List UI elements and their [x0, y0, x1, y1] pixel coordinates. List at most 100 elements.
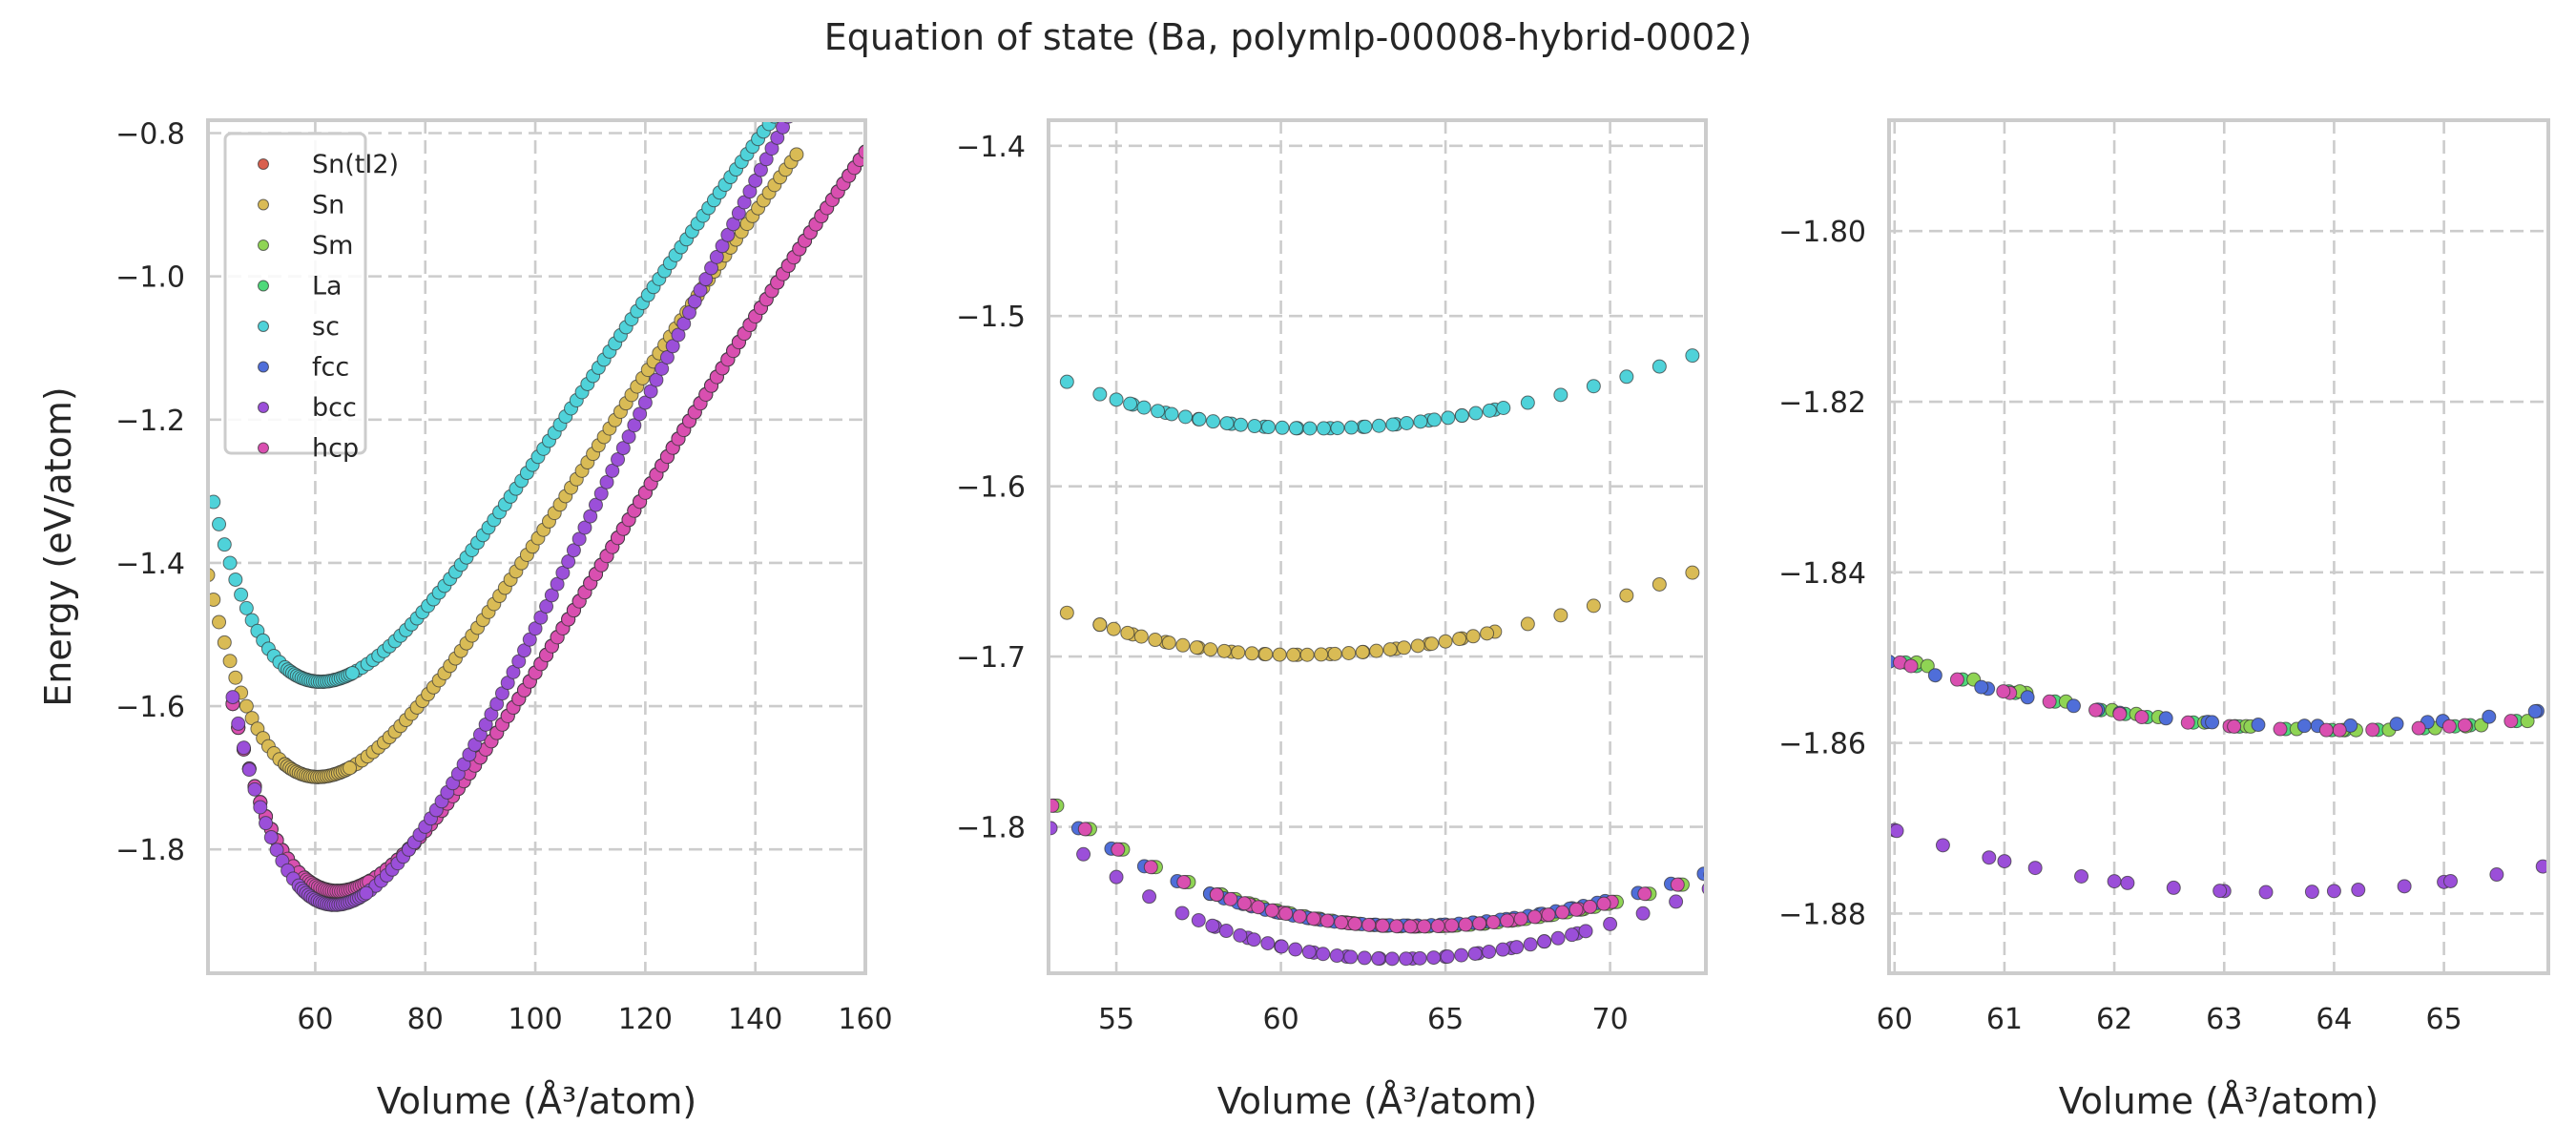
point-bcc: [2107, 874, 2122, 889]
point-fcc: [1790, 622, 1803, 635]
point-hcp: [1430, 919, 1445, 934]
point-bcc: [1935, 838, 1950, 853]
point-hcp: [1334, 915, 1349, 930]
point-hcp: [2550, 709, 2564, 722]
point-hcp: [2457, 718, 2472, 733]
y-tick-label: −1.0: [115, 261, 185, 295]
point-bcc: [627, 418, 642, 433]
point-bcc: [1440, 949, 1455, 965]
point-hcp: [1223, 891, 1238, 906]
point-fcc: [1730, 856, 1743, 869]
point-hcp: [1402, 919, 1418, 934]
scatter-points: [1778, 608, 2576, 900]
point-bcc: [593, 486, 609, 501]
point-sn: [1175, 637, 1191, 653]
x-tick-label: 64: [2316, 1003, 2352, 1036]
point-bcc: [793, 89, 806, 102]
point-fcc: [1927, 668, 1942, 683]
point-sn: [1520, 616, 1535, 632]
point-hcp: [1389, 919, 1404, 934]
point-fcc: [1871, 652, 1884, 665]
point-hcp: [2042, 694, 2057, 709]
legend-label: Sn: [312, 191, 344, 220]
point-sm: [1875, 644, 1888, 657]
point-hcp: [1417, 919, 1432, 934]
point-bcc: [799, 78, 812, 92]
x-tick-label: 60: [1877, 1003, 1913, 1036]
point-hcp: [1783, 615, 1797, 629]
point-sn: [1355, 644, 1370, 659]
point-sc: [784, 88, 798, 101]
legend-label: La: [312, 272, 343, 302]
point-bcc: [1384, 951, 1400, 967]
point-hcp: [1812, 627, 1825, 640]
y-tick-label: −1.84: [1778, 557, 1866, 591]
point-sc: [1302, 421, 1318, 436]
panel-3: 60 61 62 63 64 65 −1.80 −1.82 −1.84 −1.86 −1.88 Vol…: [1778, 118, 2576, 1122]
point-sc: [1275, 420, 1290, 435]
point-sc: [1178, 409, 1194, 425]
point-bcc: [2443, 873, 2459, 888]
point-bcc: [263, 830, 279, 845]
point-sn: [239, 698, 254, 714]
point-sn: [228, 670, 243, 685]
legend-marker: [258, 158, 269, 170]
point-bcc: [2397, 879, 2412, 894]
point-hcp: [1513, 911, 1528, 926]
legend-label: bcc: [312, 393, 357, 423]
point-bcc: [615, 441, 631, 456]
point-bcc: [1778, 781, 1792, 794]
point-sn: [1369, 643, 1384, 658]
point-sc: [1109, 392, 1124, 407]
point-fcc: [1696, 866, 1706, 882]
point-sc: [1586, 379, 1601, 394]
point-bcc: [555, 565, 571, 580]
point-sc: [1553, 387, 1568, 403]
point-hcp: [1670, 877, 1685, 892]
point-hcp: [1012, 772, 1026, 785]
point-bcc: [561, 554, 576, 570]
point-bcc: [643, 384, 658, 399]
point-bcc: [571, 531, 587, 547]
point-la: [1863, 644, 1877, 657]
point-bcc: [359, 885, 374, 901]
y-tick-label: −1.4: [115, 548, 185, 581]
point-hcp: [1500, 913, 1515, 928]
point-hcp: [2134, 710, 2150, 725]
point-hcp: [1527, 909, 1543, 925]
x-tick-label: 65: [2425, 1003, 2462, 1036]
y-tick-label: −1.8: [956, 812, 1026, 845]
point-sc: [1164, 406, 1179, 422]
point-bcc: [1205, 918, 1220, 933]
point-sn: [1286, 647, 1301, 662]
point-bcc: [1412, 950, 1427, 966]
point-sn: [1272, 647, 1287, 662]
point-sm: [1709, 868, 1722, 882]
point-sm: [1782, 608, 1796, 621]
point-hcp: [1236, 896, 1252, 911]
point-la: [1789, 615, 1802, 629]
y-tick-label: −1.2: [115, 405, 185, 438]
point-la: [1818, 627, 1831, 640]
point-hcp: [2441, 718, 2457, 734]
legend-box: [223, 132, 367, 455]
chart-title: Equation of state (Ba, polymlp-00008-hyb…: [824, 16, 1752, 58]
point-bcc: [583, 509, 598, 524]
point-bcc: [1011, 792, 1025, 805]
point-bcc: [1482, 944, 1497, 959]
point-sn: [1258, 647, 1274, 662]
point-sn: [1553, 608, 1568, 623]
point-bcc: [2074, 868, 2089, 884]
y-tick-label: −1.6: [956, 471, 1026, 505]
point-hcp: [2365, 722, 2380, 738]
point-sn: [1341, 646, 1357, 661]
point-hcp: [1264, 903, 1279, 918]
point-bcc: [1301, 945, 1317, 960]
point-sm: [2566, 709, 2576, 722]
point-bcc: [1509, 940, 1525, 955]
point-hcp: [1111, 842, 1126, 857]
point-bcc: [1274, 939, 1289, 954]
point-bcc: [611, 451, 626, 467]
scatter-points: [208, 78, 865, 912]
point-sc: [1441, 410, 1456, 426]
